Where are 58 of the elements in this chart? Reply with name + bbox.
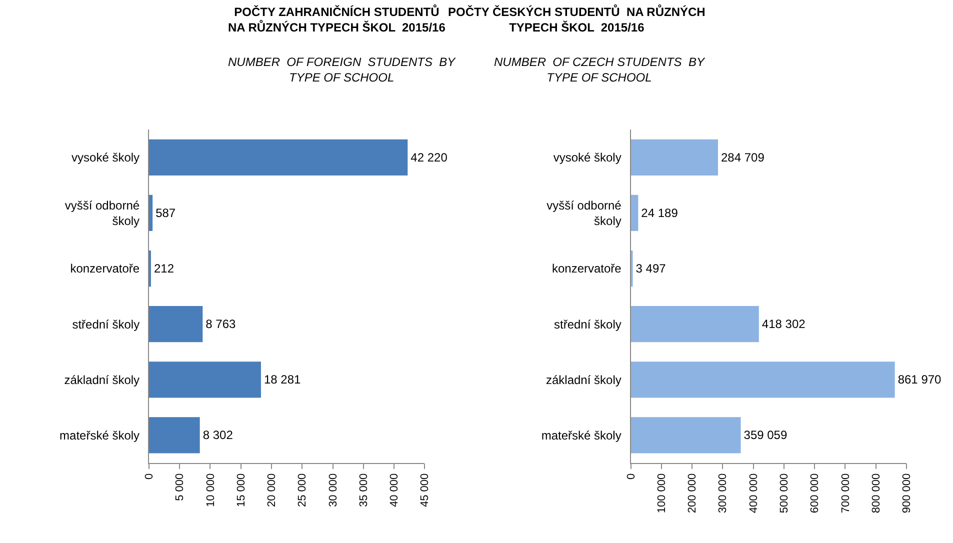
x-tick-label: 600 000 [809, 473, 822, 514]
bar [630, 306, 759, 342]
data-label: 284 709 [720, 150, 765, 164]
y-tick-label: vysoké školy [72, 150, 140, 165]
bar [630, 417, 741, 454]
y-tick-label: mateřské školy [60, 428, 140, 442]
x-tick-label: 10 000 [204, 473, 217, 508]
x-tick-label: 0 [144, 473, 156, 480]
bar [148, 306, 203, 342]
chart-title: POČTY ZAHRANIČNÍCH STUDENTŮ NA RŮZNÝCH TYPECH ŠKOL 2015/16 [228, 4, 446, 35]
x-tick-label: 40 000 [388, 473, 401, 508]
x-tick-label: 900 000 [901, 473, 914, 514]
data-label: 18 281 [264, 372, 302, 387]
data-label: 24 189 [641, 206, 678, 220]
data-label: 587 [156, 206, 176, 220]
x-tick-label: 25 000 [296, 473, 309, 508]
x-tick-label: 300 000 [717, 473, 730, 514]
chart-title: POČTY ČESKÝCH STUDENTŮ NA RŮZNÝCH TYPECH ŠKOL 2015/16 [448, 4, 706, 35]
y-tick-label: vyšší odborné školy [546, 198, 622, 228]
bar [148, 139, 408, 176]
x-tick-label: 5 000 [174, 473, 186, 501]
y-tick-label: konzervatoře [552, 262, 622, 276]
data-label: 8 302 [202, 428, 234, 442]
y-tick-label: základní školy [64, 372, 140, 387]
chart-subtitle: NUMBER OF FOREIGN STUDENTS BY TYPE OF SCHOOL [228, 55, 456, 85]
data-label: 42 220 [410, 150, 448, 164]
x-tick-label: 800 000 [870, 473, 882, 514]
x-tick-label: 200 000 [686, 473, 699, 514]
bar [630, 139, 718, 176]
data-label: 359 059 [744, 428, 788, 442]
bar [148, 362, 261, 398]
y-tick-label: základní školy [546, 372, 622, 387]
y-tick-label: konzervatoře [70, 262, 140, 276]
y-tick-label: mateřské školy [541, 428, 622, 442]
bar [148, 194, 153, 232]
data-label: 3 497 [636, 262, 666, 276]
data-label: 212 [154, 262, 174, 276]
y-tick-label: střední školy [72, 317, 140, 332]
bar [630, 362, 895, 398]
data-label: 861 970 [898, 372, 942, 387]
x-tick-label: 500 000 [778, 473, 791, 514]
chart-subtitle: NUMBER OF CZECH STUDENTS BY TYPE OF SCHOOL [494, 55, 706, 85]
y-tick-label: střední školy [554, 317, 622, 332]
x-tick-label: 45 000 [419, 473, 432, 508]
x-tick-label: 20 000 [266, 473, 278, 508]
x-tick-label: 400 000 [748, 473, 760, 514]
bar [148, 417, 200, 454]
x-tick-label: 30 000 [327, 473, 340, 508]
x-tick-label: 35 000 [358, 473, 370, 508]
x-tick-label: 0 [625, 473, 638, 480]
data-label: 8 763 [206, 317, 236, 332]
x-tick-label: 15 000 [235, 473, 248, 508]
y-tick-label: vyšší odborné školy [64, 198, 140, 228]
data-label: 418 302 [762, 317, 806, 332]
x-tick-label: 100 000 [656, 473, 668, 514]
y-tick-label: vysoké školy [553, 150, 622, 165]
x-tick-label: 700 000 [840, 473, 852, 514]
bar [630, 194, 638, 232]
